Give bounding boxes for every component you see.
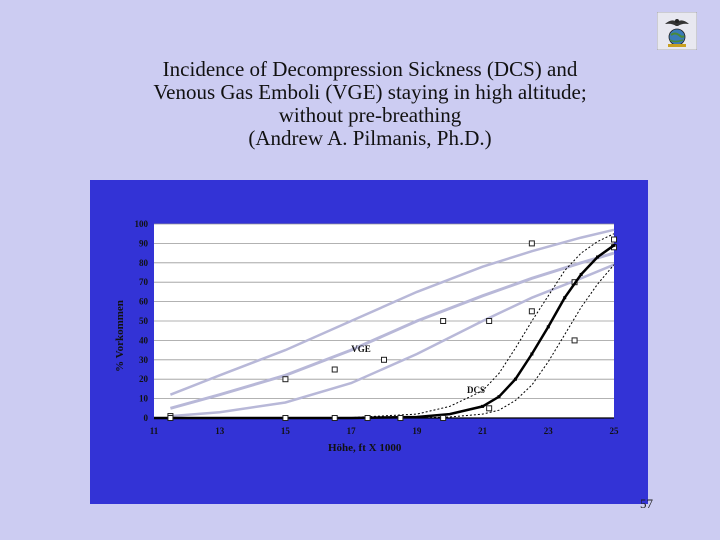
eagle-globe-icon (656, 11, 698, 51)
y-tick-60: 60 (139, 297, 149, 307)
x-tick-23: 23 (544, 426, 554, 436)
x-tick-13: 13 (215, 426, 225, 436)
chart-panel: 0 10 20 30 40 50 60 70 80 90 100 11 13 15 17 19 21 23 25 VG… (90, 180, 648, 504)
series-dcs-marker (497, 395, 501, 399)
series-vge-point (331, 366, 338, 373)
y-tick-30: 30 (139, 355, 149, 365)
series-vge-lower-bound (170, 263, 615, 418)
page-number: 57 (640, 496, 653, 511)
annotation-dcs: DCS (467, 385, 485, 395)
y-tick-70: 70 (139, 277, 149, 287)
title-line-3: without pre-breathing (278, 103, 462, 127)
series-dcs-marker (579, 272, 583, 276)
series-dcs-point (397, 415, 404, 421)
x-axis-label: Höhe, ft X 1000 (328, 442, 402, 454)
series-vge-point (528, 240, 535, 247)
y-tick-40: 40 (139, 335, 149, 345)
series-dcs-point (571, 337, 578, 344)
slide-title: Incidence of Decompression Sickness (DCS… (90, 58, 650, 150)
y-axis-label: % Vorkommen (114, 300, 126, 372)
x-tick-19: 19 (412, 426, 422, 436)
y-tick-10: 10 (139, 394, 149, 404)
y-tick-90: 90 (139, 238, 149, 248)
series-vge-point (381, 356, 387, 363)
x-tick-15: 15 (281, 426, 291, 436)
series-dcs-marker (596, 255, 600, 259)
series-vge-line (170, 251, 615, 410)
chart-area: 0 10 20 30 40 50 60 70 80 90 100 11 13 15 17 19 21 23 25 VG… (135, 219, 620, 436)
y-tick-100: 100 (135, 219, 149, 229)
series-dcs-point (528, 308, 535, 315)
y-tick-50: 50 (139, 316, 149, 326)
series-dcs-point (486, 405, 493, 412)
series-vge-point (282, 376, 289, 383)
annotation-vge: VGE (351, 344, 371, 354)
title-line-4: (Andrew A. Pilmanis, Ph.D.) (248, 126, 492, 150)
x-tick-25: 25 (610, 426, 620, 436)
series-dcs-point (364, 415, 371, 421)
x-tick-11: 11 (150, 426, 159, 436)
y-tick-0: 0 (144, 413, 149, 423)
x-tick-17: 17 (347, 426, 357, 436)
series-vge-point (440, 318, 447, 324)
series-dcs-point (440, 415, 447, 421)
series-dcs-point (331, 415, 338, 421)
title-line-2: Venous Gas Emboli (VGE) staying in high … (153, 80, 587, 104)
x-tick-21: 21 (478, 426, 488, 436)
series-vge-upper-bound (169, 228, 615, 396)
series-dcs-marker (513, 377, 517, 381)
series-dcs-marker (530, 352, 534, 356)
y-tick-80: 80 (139, 258, 149, 268)
series-dcs-point (282, 415, 289, 421)
series-dcs-point (167, 415, 174, 421)
series-dcs-marker (546, 325, 550, 329)
series-dcs-marker (481, 404, 485, 408)
y-tick-20: 20 (139, 374, 149, 384)
series-dcs-marker (612, 243, 616, 247)
series-dcs-point (611, 236, 617, 243)
series-dcs-marker (563, 296, 567, 300)
title-line-1: Incidence of Decompression Sickness (DCS… (162, 57, 578, 81)
series-vge-point (486, 318, 493, 324)
